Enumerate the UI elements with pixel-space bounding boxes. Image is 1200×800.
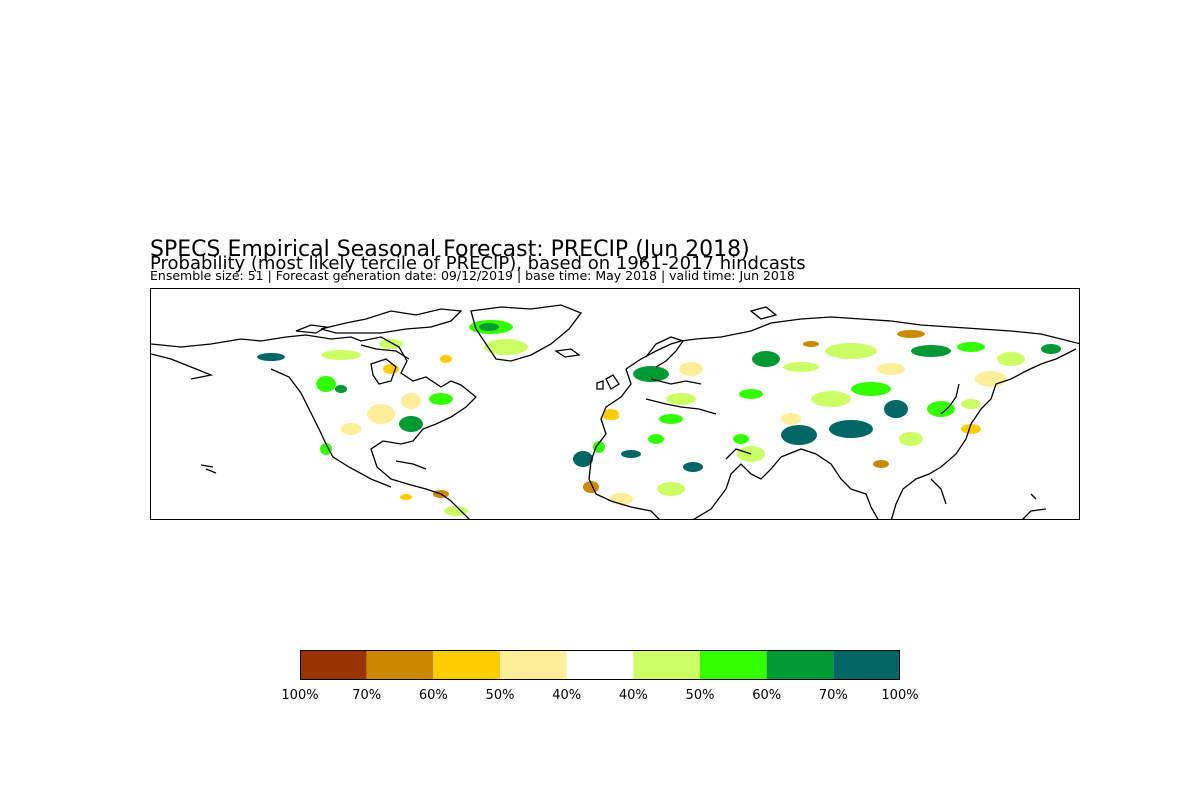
coastlines bbox=[151, 304, 1079, 519]
legend-tick-label: 50% bbox=[685, 688, 715, 703]
legend-swatch-7 bbox=[700, 650, 767, 680]
legend-swatch-3 bbox=[433, 650, 500, 680]
legend-border bbox=[300, 650, 900, 680]
map-panel bbox=[150, 288, 1080, 520]
legend-tick-label: 100% bbox=[881, 688, 919, 703]
legend-tick-label: 40% bbox=[552, 688, 582, 703]
legend-colorbar bbox=[300, 650, 900, 680]
legend-tick-label: 50% bbox=[485, 688, 515, 703]
legend-swatch-8 bbox=[766, 650, 834, 680]
legend-swatch-2 bbox=[366, 650, 434, 680]
legend-tick-label: 60% bbox=[418, 688, 448, 703]
legend-swatch-9 bbox=[833, 650, 900, 680]
legend-swatch-6 bbox=[633, 650, 700, 680]
legend-tick-label: 100% bbox=[281, 688, 319, 703]
legend-tick-labels: 100% 70% 60% 50% 40% 40% 50% 60% 70% 100% bbox=[281, 688, 918, 704]
legend-tick-label: 40% bbox=[618, 688, 648, 703]
legend-swatch-1 bbox=[300, 650, 367, 680]
legend-swatch-4 bbox=[500, 650, 567, 680]
map-metadata: Ensemble size: 51 | Forecast generation … bbox=[150, 268, 795, 283]
world-map bbox=[151, 304, 1079, 519]
legend-swatch-5 bbox=[566, 650, 634, 680]
legend-tick-label: 70% bbox=[352, 688, 382, 703]
legend-tick-label: 60% bbox=[752, 688, 782, 703]
map-title: SPECS Empirical Seasonal Forecast: PRECI… bbox=[150, 237, 750, 262]
map-subtitle: Probability (most likely tercile of PREC… bbox=[150, 253, 806, 274]
legend-tick-label: 70% bbox=[818, 688, 848, 703]
forecast-patches bbox=[257, 320, 1061, 516]
